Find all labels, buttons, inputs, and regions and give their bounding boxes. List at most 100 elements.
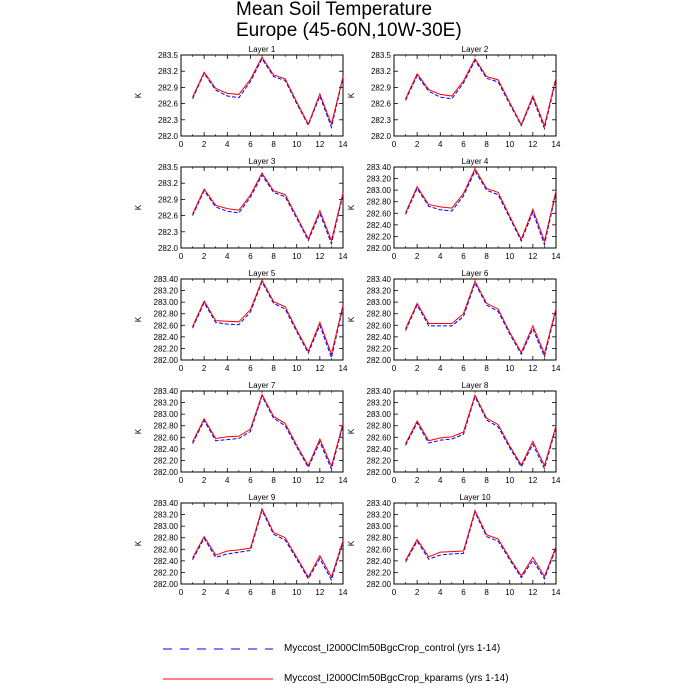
x-tick-label: 0 bbox=[392, 476, 397, 485]
panel-title: Layer 5 bbox=[249, 269, 276, 278]
x-tick-label: 4 bbox=[438, 252, 443, 261]
y-tick-label: 282.20 bbox=[367, 568, 392, 577]
y-tick-label: 282.20 bbox=[154, 344, 179, 353]
series-line-kparams bbox=[405, 57, 557, 128]
panel-title: Layer 7 bbox=[249, 381, 276, 390]
x-tick-label: 4 bbox=[225, 476, 230, 485]
panel-title: Layer 1 bbox=[249, 45, 276, 54]
x-tick-label: 10 bbox=[505, 364, 514, 373]
y-axis-label: K bbox=[134, 92, 143, 98]
y-tick-label: 283.00 bbox=[367, 522, 392, 531]
x-tick-label: 8 bbox=[271, 476, 276, 485]
x-tick-label: 12 bbox=[315, 476, 324, 485]
x-tick-label: 12 bbox=[528, 140, 537, 149]
y-axis-label: K bbox=[134, 204, 143, 210]
x-tick-label: 4 bbox=[225, 588, 230, 597]
y-tick-label: 282.00 bbox=[154, 468, 179, 477]
plot-frame bbox=[393, 54, 557, 137]
y-tick-label: 282.00 bbox=[154, 356, 179, 365]
y-tick-label: 282.6 bbox=[371, 100, 392, 109]
y-tick-label: 283.20 bbox=[154, 511, 179, 520]
series-line-kparams bbox=[405, 509, 557, 578]
x-tick-label: 2 bbox=[415, 140, 420, 149]
x-tick-label: 6 bbox=[461, 140, 466, 149]
x-tick-label: 4 bbox=[438, 364, 443, 373]
panel-title: Layer 8 bbox=[462, 381, 489, 390]
y-axis-label: K bbox=[347, 540, 356, 546]
panel-layer-6: Layer 6 K 0 2 4 6 8 10 12 14 282.00 282.20 282.40 282… bbox=[347, 269, 561, 373]
x-tick-label: 2 bbox=[202, 140, 207, 149]
y-tick-label: 282.00 bbox=[367, 468, 392, 477]
y-tick-label: 282.60 bbox=[154, 433, 179, 442]
x-tick-label: 8 bbox=[484, 140, 489, 149]
x-tick-label: 8 bbox=[271, 364, 276, 373]
series-line-kparams bbox=[192, 507, 344, 579]
x-tick-label: 0 bbox=[392, 588, 397, 597]
y-tick-label: 282.40 bbox=[367, 445, 392, 454]
series-line-control bbox=[192, 174, 344, 246]
y-tick-label: 282.60 bbox=[367, 321, 392, 330]
y-tick-label: 282.20 bbox=[367, 344, 392, 353]
y-tick-label: 282.00 bbox=[154, 580, 179, 589]
x-tick-label: 14 bbox=[339, 588, 348, 597]
x-tick-label: 8 bbox=[484, 364, 489, 373]
y-tick-label: 282.80 bbox=[367, 198, 392, 207]
plot-frame bbox=[180, 54, 344, 137]
x-tick-label: 14 bbox=[552, 140, 561, 149]
y-tick-label: 282.80 bbox=[154, 310, 179, 319]
series-line-control bbox=[192, 57, 344, 130]
y-tick-label: 282.40 bbox=[154, 333, 179, 342]
series-line-kparams bbox=[192, 393, 344, 468]
y-tick-label: 282.60 bbox=[154, 321, 179, 330]
y-tick-label: 282.0 bbox=[158, 244, 179, 253]
y-tick-label: 282.80 bbox=[154, 534, 179, 543]
x-tick-label: 10 bbox=[505, 588, 514, 597]
y-tick-label: 283.40 bbox=[154, 275, 179, 284]
series-line-kparams bbox=[192, 171, 344, 243]
y-tick-label: 283.40 bbox=[154, 499, 179, 508]
panel-layer-3: Layer 3 K 0 2 4 6 8 10 12 14 282.0 282.3 282.6 282.9 2… bbox=[134, 157, 348, 261]
panel-title: Layer 4 bbox=[462, 157, 489, 166]
x-tick-label: 2 bbox=[415, 252, 420, 261]
x-tick-label: 14 bbox=[552, 252, 561, 261]
y-axis-label: K bbox=[347, 204, 356, 210]
x-tick-label: 10 bbox=[292, 252, 301, 261]
figure-subtitle: Europe (45-60N,10W-30E) bbox=[236, 20, 462, 41]
y-tick-label: 282.0 bbox=[371, 132, 392, 141]
x-tick-label: 2 bbox=[202, 476, 207, 485]
y-tick-label: 282.80 bbox=[154, 422, 179, 431]
x-tick-label: 6 bbox=[461, 476, 466, 485]
panel-title: Layer 10 bbox=[459, 493, 491, 502]
x-tick-label: 8 bbox=[271, 588, 276, 597]
plot-frame bbox=[180, 390, 344, 473]
y-tick-label: 282.3 bbox=[158, 116, 179, 125]
panel-title: Layer 9 bbox=[249, 493, 276, 502]
plot-frame bbox=[393, 166, 557, 249]
x-tick-label: 8 bbox=[484, 252, 489, 261]
series-line-control bbox=[405, 169, 557, 247]
x-tick-label: 2 bbox=[202, 252, 207, 261]
y-tick-label: 282.40 bbox=[367, 557, 392, 566]
series-line-kparams bbox=[192, 278, 344, 356]
y-axis-label: K bbox=[347, 428, 356, 434]
panel-layer-8: Layer 8 K 0 2 4 6 8 10 12 14 282.00 282.20 282.40 282… bbox=[347, 381, 561, 485]
y-tick-label: 282.40 bbox=[154, 445, 179, 454]
panel-layer-1: Layer 1 K 0 2 4 6 8 10 12 14 282.0 282.3 282.6 282.9 2… bbox=[134, 45, 348, 149]
panel-title: Layer 6 bbox=[462, 269, 489, 278]
y-tick-label: 282.0 bbox=[158, 132, 179, 141]
x-tick-label: 10 bbox=[292, 588, 301, 597]
legend-label-control: Myccost_I2000Clm50BgcCrop_control (yrs 1… bbox=[284, 643, 501, 654]
x-tick-label: 6 bbox=[461, 588, 466, 597]
x-tick-label: 10 bbox=[292, 476, 301, 485]
x-tick-label: 0 bbox=[392, 364, 397, 373]
x-tick-label: 14 bbox=[552, 588, 561, 597]
y-tick-label: 283.5 bbox=[371, 51, 392, 60]
y-tick-label: 282.60 bbox=[154, 545, 179, 554]
x-tick-label: 12 bbox=[528, 364, 537, 373]
y-axis-label: K bbox=[134, 316, 143, 322]
x-tick-label: 12 bbox=[315, 364, 324, 373]
x-tick-label: 12 bbox=[528, 252, 537, 261]
y-tick-label: 283.20 bbox=[367, 175, 392, 184]
figure-title: Mean Soil Temperature bbox=[236, 0, 433, 20]
